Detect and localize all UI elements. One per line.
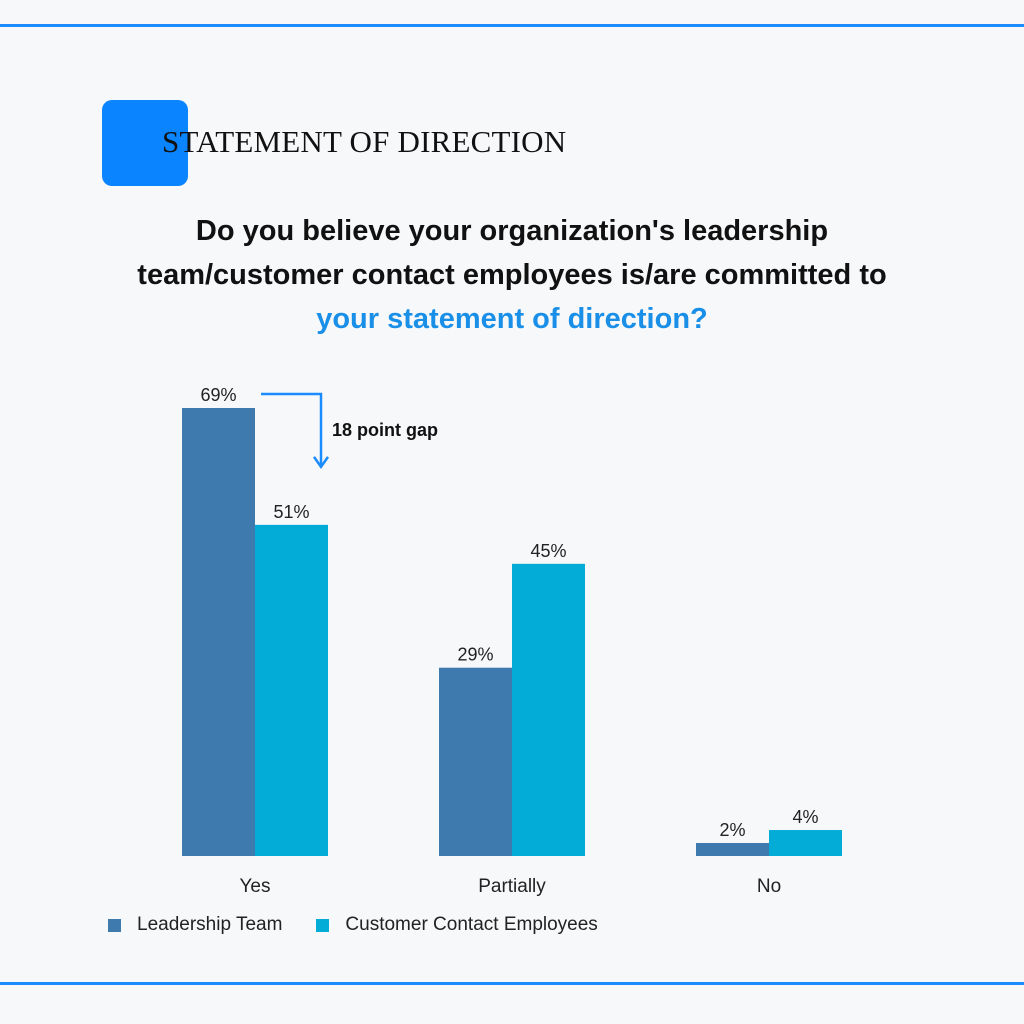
legend-swatch-employees (316, 918, 330, 932)
legend-item-leadership: Leadership Team (108, 914, 282, 936)
category-label-partially: Partially (478, 876, 546, 897)
data-label-employees-yes: 51% (273, 502, 309, 522)
data-label-leadership-no: 2% (719, 820, 745, 840)
bar-employees-partially (512, 563, 585, 856)
bar-leadership-yes (182, 408, 255, 856)
data-label-leadership-partially: 29% (457, 645, 493, 665)
question-text: Do you believe your organization's leade… (137, 215, 887, 291)
section-title: STATEMENT OF DIRECTION (162, 124, 567, 159)
bar-employees-yes (255, 524, 328, 856)
bottom-rule (0, 982, 1024, 985)
gap-arrow-head (312, 456, 330, 470)
category-label-yes: Yes (240, 876, 271, 897)
data-label-employees-partially: 45% (530, 541, 566, 561)
bar-employees-no (769, 830, 842, 856)
legend-swatch-leadership (108, 918, 121, 932)
question-highlight: your statement of direction? (316, 303, 708, 335)
bar-leadership-no (696, 843, 769, 856)
bar-leadership-partially (439, 667, 512, 856)
legend-label-employees: Customer Contact Employees (345, 914, 598, 935)
legend-item-employees: Customer Contact Employees (316, 914, 598, 936)
legend-label-leadership: Leadership Team (137, 914, 283, 935)
category-label-no: No (757, 876, 781, 897)
question-heading: Do you believe your organization's leade… (112, 209, 912, 341)
section-badge (102, 100, 188, 186)
gap-arrow-line (261, 392, 323, 467)
data-label-leadership-yes: 69% (200, 385, 236, 405)
data-label-employees-no: 4% (792, 807, 818, 827)
gap-annotation: 18 point gap (332, 420, 438, 440)
top-rule (0, 24, 1024, 27)
chart-legend: Leadership Team Customer Contact Employe… (108, 914, 632, 936)
